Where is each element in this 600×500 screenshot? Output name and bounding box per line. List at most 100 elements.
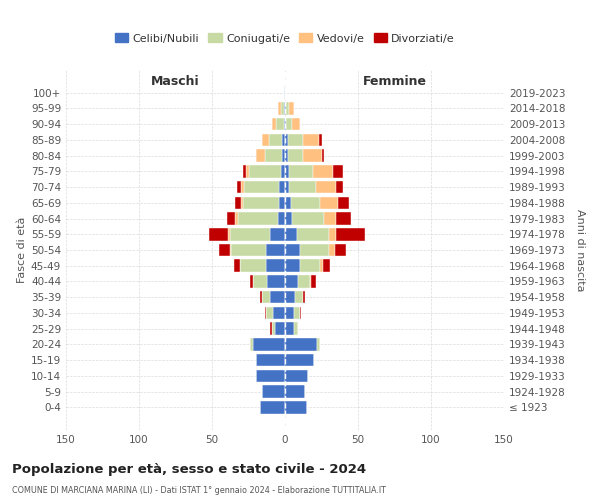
- Bar: [266, 244, 285, 256]
- Bar: [323, 260, 330, 272]
- Bar: [285, 165, 289, 177]
- Bar: [289, 102, 294, 115]
- Bar: [262, 291, 271, 304]
- Bar: [320, 196, 338, 209]
- Bar: [285, 370, 308, 382]
- Bar: [209, 228, 228, 240]
- Bar: [262, 386, 285, 398]
- Bar: [294, 322, 298, 335]
- Bar: [291, 196, 320, 209]
- Bar: [285, 260, 299, 272]
- Bar: [313, 165, 333, 177]
- Bar: [228, 228, 230, 240]
- Bar: [285, 228, 296, 240]
- Bar: [310, 275, 311, 288]
- Bar: [250, 275, 253, 288]
- Bar: [329, 228, 336, 240]
- Bar: [266, 260, 285, 272]
- Bar: [299, 306, 301, 319]
- Bar: [289, 181, 316, 194]
- Y-axis label: Fasce di età: Fasce di età: [17, 217, 27, 283]
- Bar: [298, 275, 310, 288]
- Bar: [284, 86, 285, 99]
- Bar: [325, 212, 336, 225]
- Bar: [262, 134, 269, 146]
- Bar: [250, 338, 253, 350]
- Bar: [285, 134, 288, 146]
- Bar: [268, 275, 285, 288]
- Bar: [227, 212, 235, 225]
- Bar: [279, 181, 285, 194]
- Bar: [316, 181, 336, 194]
- Bar: [256, 150, 265, 162]
- Bar: [248, 165, 281, 177]
- Text: Femmine: Femmine: [362, 75, 427, 88]
- Bar: [231, 244, 266, 256]
- Bar: [285, 196, 291, 209]
- Bar: [285, 102, 286, 115]
- Bar: [292, 212, 325, 225]
- Bar: [256, 370, 285, 382]
- Bar: [276, 118, 284, 130]
- Bar: [285, 386, 305, 398]
- Bar: [241, 181, 244, 194]
- Bar: [275, 322, 285, 335]
- Bar: [281, 102, 284, 115]
- Bar: [245, 165, 248, 177]
- Bar: [299, 260, 320, 272]
- Text: COMUNE DI MARCIANA MARINA (LI) - Dati ISTAT 1° gennaio 2024 - Elaborazione TUTTI: COMUNE DI MARCIANA MARINA (LI) - Dati IS…: [12, 486, 386, 495]
- Bar: [234, 260, 240, 272]
- Bar: [282, 134, 285, 146]
- Bar: [279, 196, 285, 209]
- Bar: [285, 181, 289, 194]
- Bar: [285, 212, 292, 225]
- Bar: [266, 306, 274, 319]
- Bar: [220, 244, 230, 256]
- Bar: [242, 165, 245, 177]
- Bar: [338, 196, 349, 209]
- Bar: [271, 291, 285, 304]
- Bar: [322, 150, 325, 162]
- Bar: [285, 401, 307, 413]
- Text: Maschi: Maschi: [151, 75, 200, 88]
- Bar: [286, 102, 289, 115]
- Bar: [289, 165, 313, 177]
- Bar: [302, 150, 322, 162]
- Bar: [285, 306, 294, 319]
- Bar: [317, 338, 320, 350]
- Bar: [285, 322, 294, 335]
- Bar: [288, 134, 302, 146]
- Bar: [285, 244, 299, 256]
- Bar: [253, 275, 268, 288]
- Bar: [288, 150, 302, 162]
- Bar: [240, 260, 266, 272]
- Bar: [230, 244, 231, 256]
- Bar: [311, 275, 316, 288]
- Bar: [284, 118, 285, 130]
- Bar: [256, 354, 285, 366]
- Bar: [244, 181, 279, 194]
- Y-axis label: Anni di nascita: Anni di nascita: [575, 209, 585, 291]
- Bar: [265, 150, 282, 162]
- Bar: [242, 196, 279, 209]
- Bar: [265, 306, 266, 319]
- Bar: [296, 228, 329, 240]
- Bar: [274, 306, 285, 319]
- Bar: [272, 322, 275, 335]
- Bar: [320, 260, 323, 272]
- Bar: [260, 291, 262, 304]
- Bar: [260, 401, 285, 413]
- Bar: [295, 291, 302, 304]
- Bar: [269, 134, 282, 146]
- Bar: [299, 244, 329, 256]
- Bar: [284, 102, 285, 115]
- Bar: [285, 354, 314, 366]
- Bar: [333, 165, 343, 177]
- Bar: [271, 322, 272, 335]
- Bar: [336, 181, 343, 194]
- Bar: [241, 196, 242, 209]
- Bar: [281, 165, 285, 177]
- Bar: [336, 212, 351, 225]
- Bar: [302, 134, 319, 146]
- Bar: [235, 196, 241, 209]
